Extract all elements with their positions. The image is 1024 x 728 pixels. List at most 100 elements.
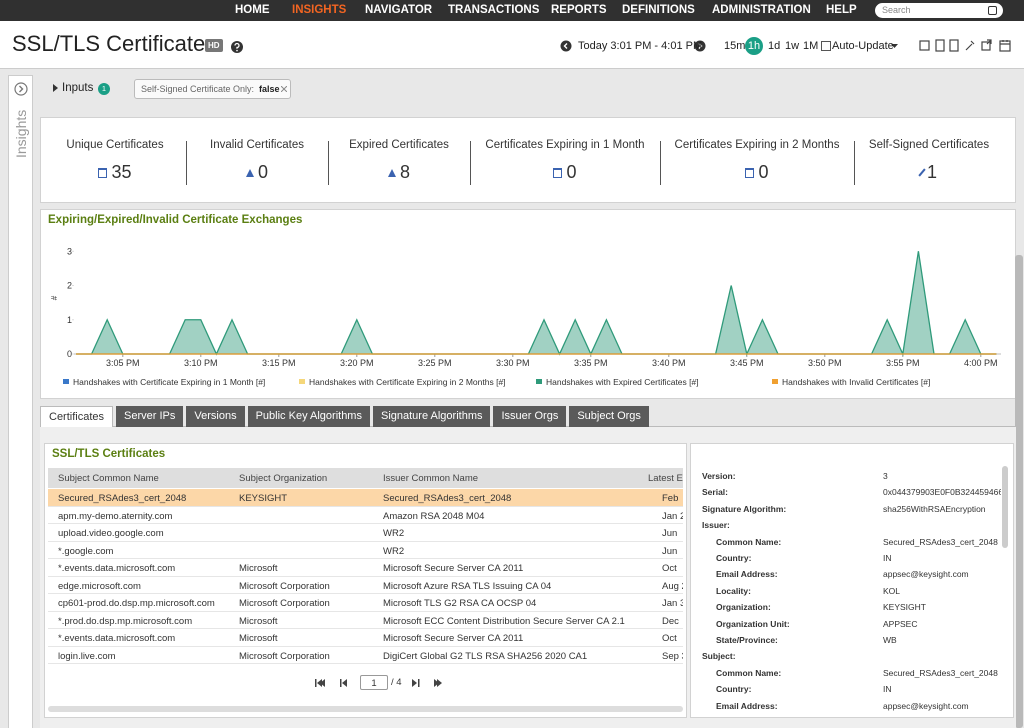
nav-item[interactable]: HELP (826, 4, 857, 16)
table-cell: Microsoft Corporation (239, 598, 330, 609)
kpi-icon (553, 168, 562, 178)
column-header[interactable]: Subject Common Name (58, 473, 159, 484)
nav-item[interactable]: TRANSACTIONS (448, 4, 539, 16)
detail-value: Secured_RSAdes3_cert_2048 (883, 668, 1001, 678)
detail-label: State/Province: (716, 635, 778, 645)
nav-item[interactable]: HOME (235, 4, 270, 16)
legend-swatch (772, 379, 778, 384)
table-row[interactable] (48, 577, 683, 595)
v-scrollbar[interactable] (1002, 466, 1008, 548)
detail-label: Email Address: (716, 569, 778, 579)
detail-label: Email Address: (716, 701, 778, 711)
table-cell: Secured_RSAdes3_cert_2048 (383, 493, 511, 504)
tab[interactable]: Signature Algorithms (373, 406, 491, 427)
details-panel: Version:3Serial:0x044379903E0F0B32445946… (690, 443, 1014, 718)
auto-update-label[interactable]: Auto-Update (832, 40, 894, 52)
tab[interactable]: Versions (186, 406, 244, 427)
table-cell: Microsoft (239, 563, 278, 574)
kpi-value-row: 8 (339, 162, 459, 183)
kpi-panel: Unique Certificates35Invalid Certificate… (40, 117, 1016, 203)
nav-item[interactable]: NAVIGATOR (365, 4, 432, 16)
detail-label: Organization Unit: (716, 619, 790, 629)
x-tick-label: 4:00 PM (964, 358, 998, 368)
tab[interactable]: Public Key Algorithms (248, 406, 370, 427)
range-option[interactable]: 1w (785, 40, 799, 52)
table-cell: Oct (662, 633, 677, 644)
detail-value: KEYSIGHT (883, 602, 1001, 612)
detail-label: Locality: (716, 586, 751, 596)
filter-label: Self-Signed Certificate Only: (141, 84, 254, 94)
table-cell: Feb (662, 493, 678, 504)
nav-item[interactable]: INSIGHTS (292, 4, 346, 16)
expand-icon[interactable] (14, 82, 28, 96)
table-cell: Amazon RSA 2048 M04 (383, 511, 484, 522)
tab[interactable]: Issuer Orgs (493, 406, 566, 427)
table-cell: Jan 2 (662, 511, 683, 522)
tab[interactable]: Certificates (40, 406, 113, 427)
checkbox[interactable] (821, 41, 831, 51)
tab[interactable]: Subject Orgs (569, 406, 649, 427)
range-option[interactable]: 1d (768, 40, 780, 52)
range-option[interactable]: 1M (803, 40, 818, 52)
column-header[interactable]: Issuer Common Name (383, 473, 478, 484)
toolbar-icons[interactable] (918, 39, 1014, 53)
kpi-label: Certificates Expiring in 2 Months (657, 139, 857, 151)
detail-value: appsec@keysight.com (883, 701, 1001, 711)
detail-value: appsec@keysight.com (883, 569, 1001, 579)
x-tick-label: 3:30 PM (496, 358, 530, 368)
x-tick-label: 3:50 PM (808, 358, 842, 368)
legend-swatch (63, 379, 69, 384)
chart-panel: #01233:05 PM3:10 PM3:15 PM3:20 PM3:25 PM… (40, 209, 1016, 399)
inputs-label[interactable]: Inputs (62, 82, 93, 94)
h-scrollbar[interactable] (48, 706, 683, 712)
table-row[interactable] (48, 647, 683, 665)
column-header[interactable]: Subject Organization (239, 473, 327, 484)
kpi-value-row: 0 (197, 162, 317, 183)
nav-item[interactable]: ADMINISTRATION (712, 4, 811, 16)
x-tick-label: 3:55 PM (886, 358, 920, 368)
x-tick-label: 3:05 PM (106, 358, 140, 368)
remove-icon[interactable] (281, 86, 287, 92)
detail-label: Issuer: (702, 520, 730, 530)
nav-item[interactable]: DEFINITIONS (622, 4, 695, 16)
kpi-divider (186, 141, 187, 185)
area-fill (76, 251, 996, 354)
nav-item[interactable]: REPORTS (551, 4, 607, 16)
search-box[interactable]: Search (875, 3, 1003, 18)
prev-icon[interactable] (560, 40, 572, 52)
page-input[interactable]: 1 (360, 675, 388, 690)
x-tick-label: 3:15 PM (262, 358, 296, 368)
table-cell: *.google.com (58, 546, 113, 557)
kpi-value-row: 0 (505, 162, 625, 183)
sidebar: Insights (8, 75, 33, 728)
filter-chip[interactable]: Self-Signed Certificate Only:false (134, 79, 291, 99)
table-row[interactable] (48, 542, 683, 560)
y-tick-label: 0 (67, 349, 72, 359)
table-cell: *.prod.do.dsp.mp.microsoft.com (58, 616, 192, 627)
tab[interactable]: Server IPs (116, 406, 183, 427)
x-tick-label: 3:40 PM (652, 358, 686, 368)
inputs-count: 1 (98, 83, 110, 95)
table-cell: *.events.data.microsoft.com (58, 633, 175, 644)
kpi-label: Self-Signed Certificates (829, 139, 1024, 151)
tabs: CertificatesServer IPsVersionsPublic Key… (40, 406, 649, 427)
y-tick-label: 3 (67, 246, 72, 256)
kpi-icon (98, 168, 107, 178)
detail-value: WB (883, 635, 1001, 645)
table-cell: Microsoft Corporation (239, 651, 330, 662)
detail-value: 3 (883, 471, 1001, 481)
table-cell: Secured_RSAdes3_cert_2048 (58, 493, 186, 504)
range-option[interactable]: 1h (745, 37, 763, 55)
inputs-caret[interactable] (53, 84, 59, 92)
kpi-value: 35 (111, 162, 131, 183)
table-panel: Subject Common Name Subject Organization I… (44, 443, 687, 718)
page-scrollbar[interactable] (1015, 255, 1023, 728)
range-option[interactable]: 15m (724, 40, 745, 52)
kpi-icon (745, 168, 754, 178)
chart: #01233:05 PM3:10 PM3:15 PM3:20 PM3:25 PM… (41, 210, 1015, 398)
table-cell: Microsoft Corporation (239, 581, 330, 592)
table-cell: login.live.com (58, 651, 116, 662)
time-range[interactable]: Today 3:01 PM - 4:01 PM (578, 40, 702, 52)
help-icon[interactable] (230, 40, 244, 54)
column-header[interactable]: Latest E (648, 473, 683, 484)
